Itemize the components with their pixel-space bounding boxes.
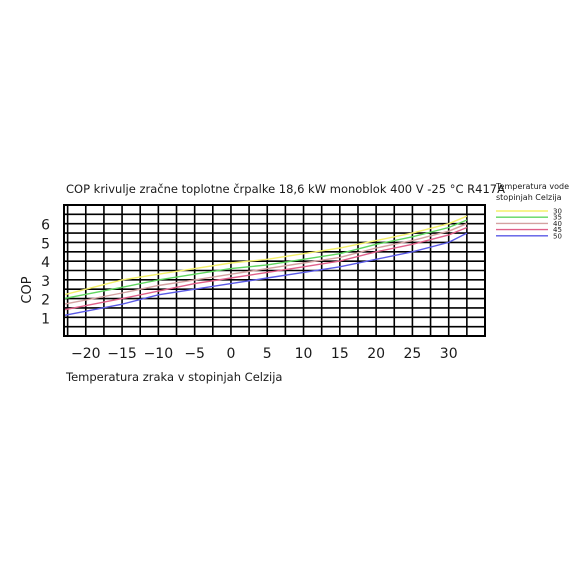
x-tick-label: −10 — [144, 346, 174, 362]
x-tick-label: 20 — [367, 346, 385, 362]
series-line-30 — [63, 215, 468, 296]
series-lines — [63, 215, 468, 317]
legend-label-35: 35 — [553, 214, 562, 222]
y-axis-label: COP — [20, 276, 35, 303]
x-tick-label: 0 — [226, 346, 235, 362]
x-tick-label: 5 — [263, 346, 272, 362]
y-tick-label: 6 — [41, 218, 50, 234]
y-tick-label: 3 — [41, 274, 50, 290]
x-tick-labels: −20 −15 −10 −5 0 5 10 15 20 25 30 — [71, 346, 458, 362]
x-tick-label: −15 — [107, 346, 137, 362]
chart-title: COP krivulje zračne toplotne črpalke 18,… — [66, 182, 505, 196]
legend: Temperatura vode v stopinjah Celzija 303… — [495, 182, 570, 240]
legend-title-line-2: stopinjah Celzija — [496, 193, 562, 202]
series-line-35 — [63, 219, 468, 300]
series-line-45 — [63, 226, 468, 311]
series-line-50 — [63, 232, 468, 317]
x-tick-label: 30 — [440, 346, 458, 362]
legend-label-40: 40 — [553, 220, 562, 228]
x-tick-label: 10 — [295, 346, 313, 362]
y-tick-label: 2 — [41, 293, 50, 309]
x-tick-label: −5 — [184, 346, 205, 362]
plot-frame — [63, 204, 486, 337]
x-tick-label: 25 — [403, 346, 421, 362]
series-line-40 — [63, 223, 468, 305]
legend-label-50: 50 — [553, 232, 562, 240]
chart-grid — [64, 205, 485, 336]
y-tick-label: 4 — [41, 255, 50, 271]
y-tick-labels: 1 2 3 4 5 6 — [41, 218, 50, 328]
x-tick-label: −20 — [71, 346, 101, 362]
legend-label-30: 30 — [553, 208, 562, 216]
legend-title-line-1: Temperatura vode v — [495, 182, 570, 191]
x-tick-label: 15 — [331, 346, 349, 362]
x-axis-label: Temperatura zraka v stopinjah Celzija — [65, 370, 282, 384]
legend-label-45: 45 — [553, 226, 562, 234]
y-tick-label: 1 — [41, 311, 50, 327]
y-tick-label: 5 — [41, 236, 50, 252]
